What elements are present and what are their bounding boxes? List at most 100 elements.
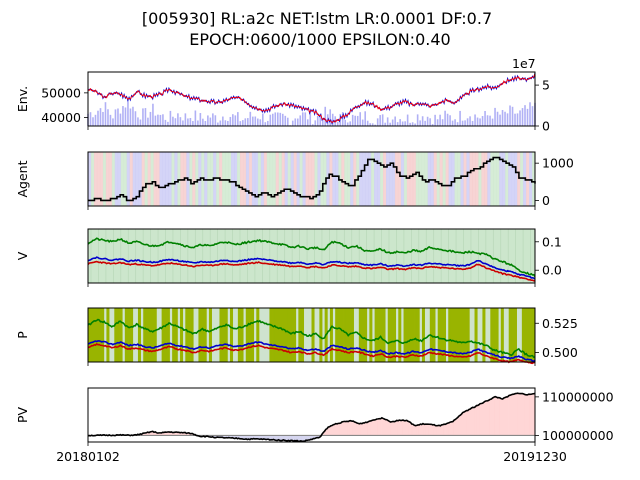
volume-bar (199, 113, 202, 126)
volume-bar (257, 118, 259, 126)
exploration-band (93, 308, 97, 362)
volume-bar (446, 113, 449, 126)
exploration-band (340, 308, 344, 362)
exploration-band (369, 308, 373, 362)
volume-bar (489, 115, 491, 126)
action-band (532, 152, 536, 206)
action-band (99, 152, 104, 206)
action-band (88, 152, 92, 206)
volume-bar (244, 118, 247, 126)
volume-bar (132, 106, 134, 126)
volume-bar (319, 116, 322, 126)
action-band (105, 152, 110, 206)
volume-bar (172, 116, 174, 126)
volume-bar (386, 117, 389, 126)
volume-bar (444, 110, 446, 126)
env-ylabel: Env. (15, 86, 30, 112)
exploration-band (343, 308, 347, 362)
action-band (469, 152, 473, 206)
holdings-line (88, 156, 536, 202)
action-band (454, 152, 458, 206)
action-band (135, 152, 139, 206)
volume-bar (426, 116, 429, 126)
exploration-band (95, 308, 99, 362)
action-band (189, 152, 193, 206)
volume-bar (324, 106, 327, 126)
action-band (275, 152, 280, 206)
exploration-band (337, 308, 341, 362)
volume-bars (87, 99, 536, 126)
volume-bar (449, 115, 451, 126)
chart-title-line2: EPOCH:0600/1000 EPSILON:0.40 (189, 30, 450, 49)
action-band (171, 152, 175, 206)
volume-bar (159, 114, 162, 126)
action-band (415, 152, 420, 206)
action-band (529, 152, 533, 206)
exploration-band (508, 308, 512, 362)
exploration-band (411, 308, 415, 362)
volume-bar (494, 107, 496, 126)
exploration-band (208, 308, 212, 362)
volume-bar (476, 117, 479, 126)
volume-bar (269, 114, 272, 126)
action-band (263, 152, 268, 206)
exploration-band (277, 308, 281, 362)
action-band (210, 152, 214, 206)
volume-bar (189, 117, 192, 126)
volume-bar (271, 113, 274, 126)
volume-bar (164, 119, 167, 126)
action-band (430, 152, 434, 206)
exploration-band (364, 308, 368, 362)
volume-bar (157, 114, 159, 126)
exploration-band (119, 308, 123, 362)
exploration-band (450, 308, 454, 362)
volume-bar (429, 118, 431, 126)
action-band (472, 152, 476, 206)
volume-bar (461, 120, 464, 126)
volume-bar (97, 110, 99, 126)
volume-bar (149, 111, 152, 126)
exploration-band (256, 308, 260, 362)
action-band (281, 152, 285, 206)
policy-ylabel: P (15, 331, 30, 339)
action-band (451, 152, 455, 206)
action-band (108, 152, 113, 206)
value-blue-line (87, 256, 536, 280)
action-band (308, 152, 312, 206)
action-band (314, 152, 318, 206)
volume-bar (469, 116, 471, 126)
volume-bar (404, 121, 406, 126)
exploration-band (161, 308, 165, 362)
exploration-band (416, 308, 420, 362)
volume-bar (134, 111, 137, 126)
env-right-tick-label-1: 0 (542, 119, 550, 134)
volume-bar (464, 120, 466, 126)
exploration-band (224, 308, 228, 362)
action-band (225, 152, 229, 206)
action-band (520, 152, 524, 206)
exploration-band (88, 308, 92, 362)
action-band (338, 152, 342, 206)
volume-bar (192, 121, 194, 126)
action-band (514, 152, 518, 206)
action-band (487, 152, 491, 206)
exploration-band (180, 308, 184, 362)
exploration-band (458, 308, 462, 362)
volume-bar (501, 110, 504, 126)
exploration-band (153, 308, 157, 362)
action-band (213, 152, 217, 206)
exploration-band (393, 308, 397, 362)
exploration-band (98, 308, 102, 362)
volume-bar (112, 118, 114, 126)
action-band (144, 152, 148, 206)
volume-bar (174, 118, 177, 126)
action-band (511, 152, 515, 206)
exploration-band (124, 308, 128, 362)
action-band (207, 152, 211, 206)
volume-bar (284, 115, 287, 126)
exploration-band (532, 308, 536, 362)
exploration-band (298, 308, 302, 362)
action-band (165, 152, 169, 206)
exploration-band (406, 308, 410, 362)
